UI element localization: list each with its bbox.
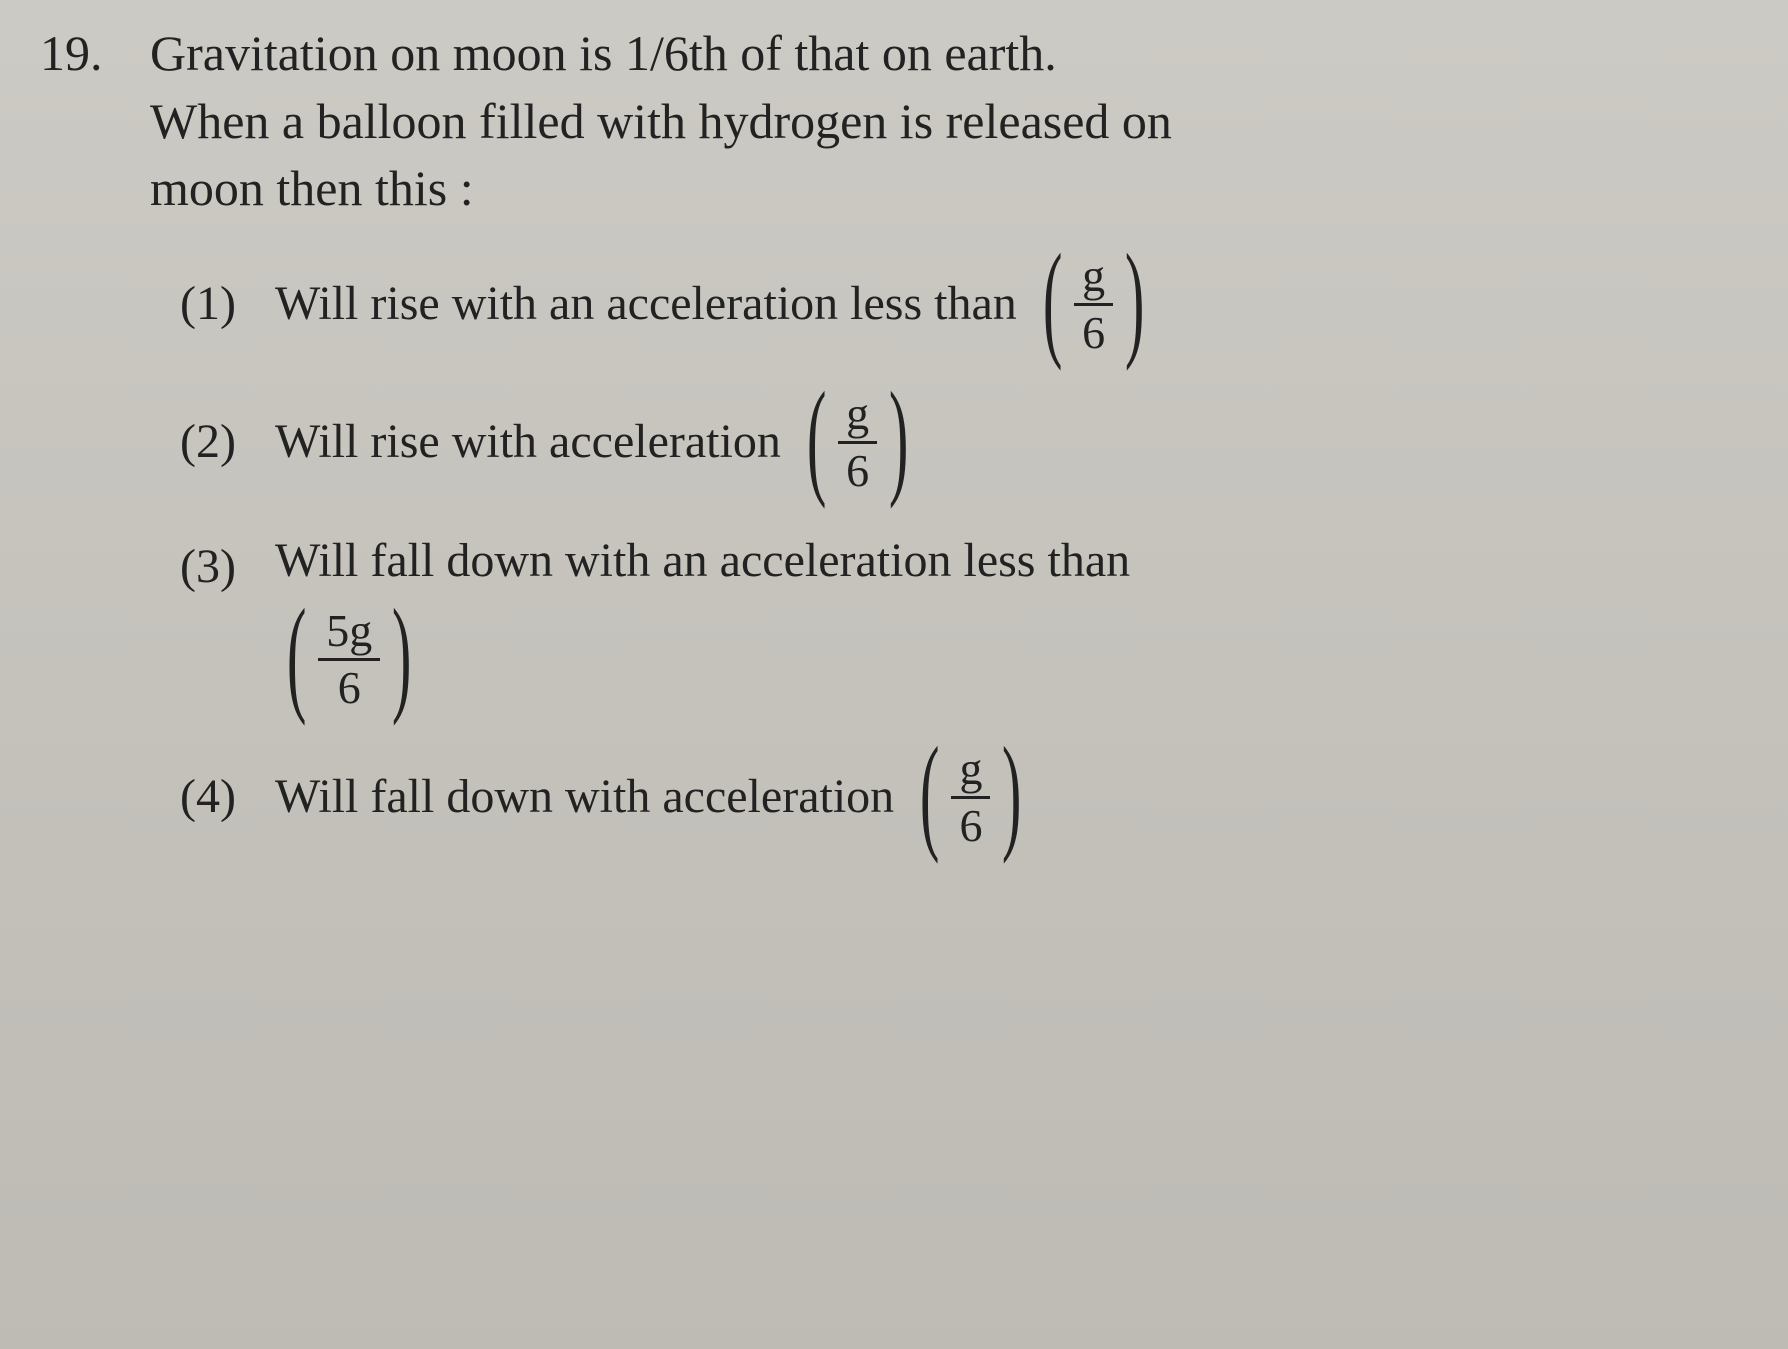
fraction: g 6 bbox=[1074, 253, 1113, 356]
fraction-denominator: 6 bbox=[951, 799, 990, 849]
option-3-label: (3) bbox=[180, 529, 275, 600]
right-paren-icon: ) bbox=[889, 393, 908, 484]
option-4-label: (4) bbox=[180, 765, 275, 830]
option-4-text: Will fall down with acceleration ( g 6 ) bbox=[275, 746, 1034, 849]
option-2-label: (2) bbox=[180, 410, 275, 475]
option-1-label: (1) bbox=[180, 272, 275, 337]
fraction-numerator: g bbox=[838, 391, 877, 444]
fraction-numerator: g bbox=[1074, 253, 1113, 306]
stem-line-1: Gravitation on moon is 1/6th of that on … bbox=[150, 20, 1728, 88]
fraction: g 6 bbox=[951, 746, 990, 849]
left-paren-icon: ( bbox=[807, 393, 826, 484]
stem-line-2: When a balloon filled with hydrogen is r… bbox=[150, 88, 1728, 156]
question-block: 19. Gravitation on moon is 1/6th of that… bbox=[40, 20, 1728, 884]
option-3-text: Will fall down with an acceleration less… bbox=[275, 529, 1130, 712]
option-2-fraction: ( g 6 ) bbox=[795, 391, 921, 494]
page: 19. Gravitation on moon is 1/6th of that… bbox=[0, 0, 1788, 1349]
option-2-sentence: Will rise with acceleration bbox=[275, 410, 781, 475]
option-1: (1) Will rise with an acceleration less … bbox=[180, 253, 1728, 356]
option-1-sentence: Will rise with an acceleration less than bbox=[275, 272, 1017, 337]
option-3-fraction: ( 5g 6 ) bbox=[275, 608, 424, 711]
right-paren-icon: ) bbox=[1125, 255, 1144, 346]
option-4-fraction: ( g 6 ) bbox=[908, 746, 1034, 849]
options-list: (1) Will rise with an acceleration less … bbox=[150, 253, 1728, 850]
option-4-sentence: Will fall down with acceleration bbox=[275, 765, 894, 830]
option-3: (3) Will fall down with an acceleration … bbox=[180, 529, 1728, 712]
right-paren-icon: ) bbox=[392, 610, 411, 701]
left-paren-icon: ( bbox=[287, 610, 306, 701]
option-1-fraction: ( g 6 ) bbox=[1031, 253, 1157, 356]
question-body: Gravitation on moon is 1/6th of that on … bbox=[150, 20, 1728, 884]
fraction: g 6 bbox=[838, 391, 877, 494]
option-1-text: Will rise with an acceleration less than… bbox=[275, 253, 1156, 356]
right-paren-icon: ) bbox=[1002, 748, 1021, 839]
question-number: 19. bbox=[40, 20, 110, 88]
question-stem: Gravitation on moon is 1/6th of that on … bbox=[150, 20, 1728, 223]
option-2-text: Will rise with acceleration ( g 6 ) bbox=[275, 391, 920, 494]
fraction-numerator: 5g bbox=[318, 608, 380, 661]
fraction-numerator: g bbox=[951, 746, 990, 799]
fraction-denominator: 6 bbox=[330, 661, 369, 711]
option-4: (4) Will fall down with acceleration ( g… bbox=[180, 746, 1728, 849]
fraction-denominator: 6 bbox=[1074, 306, 1113, 356]
fraction: 5g 6 bbox=[318, 608, 380, 711]
fraction-denominator: 6 bbox=[838, 444, 877, 494]
left-paren-icon: ( bbox=[1043, 255, 1062, 346]
stem-line-3: moon then this : bbox=[150, 155, 1728, 223]
left-paren-icon: ( bbox=[920, 748, 939, 839]
option-2: (2) Will rise with acceleration ( g 6 ) bbox=[180, 391, 1728, 494]
